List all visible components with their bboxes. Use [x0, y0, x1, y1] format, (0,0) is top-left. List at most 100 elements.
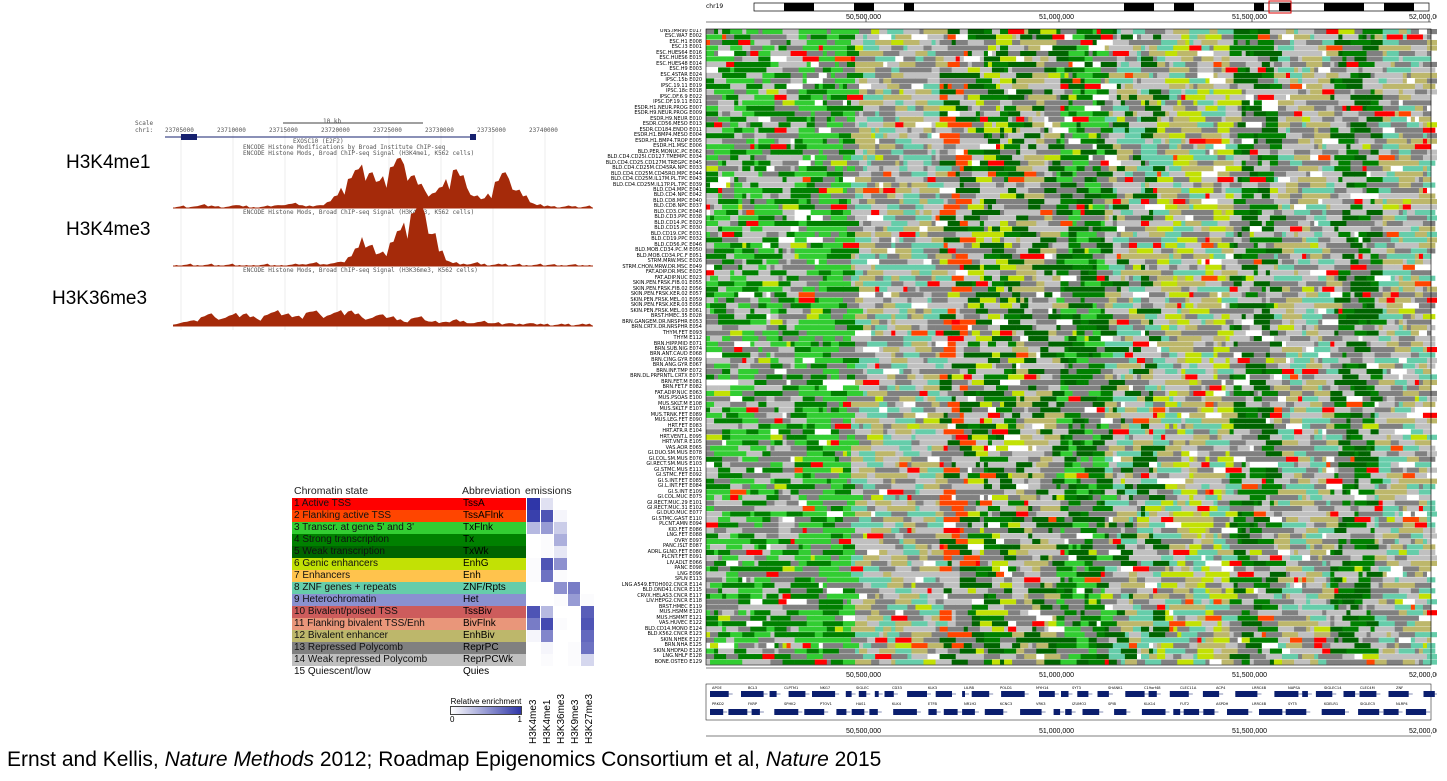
state-segment: [1128, 237, 1146, 243]
state-segment: [1257, 116, 1267, 122]
state-segment: [1000, 133, 1005, 139]
state-segment: [1012, 198, 1029, 205]
state-segment: [842, 242, 860, 248]
state-segment: [1193, 237, 1198, 243]
state-segment: [903, 149, 912, 155]
state-segment: [1298, 188, 1303, 194]
state-segment: [1060, 155, 1065, 161]
state-segment: [935, 39, 940, 46]
state-segment: [879, 144, 896, 150]
state-segment: [1281, 292, 1291, 298]
state-segment: [762, 149, 767, 155]
state-segment: [1112, 182, 1130, 188]
state-segment: [758, 231, 767, 237]
state-segment: [883, 226, 888, 232]
state-segment: [1418, 61, 1424, 68]
state-segment: [1024, 237, 1041, 243]
ideogram-band: [784, 3, 814, 11]
state-segment: [1318, 242, 1327, 248]
signal-track-h3k4me1: [173, 157, 593, 208]
state-segment: [935, 330, 944, 336]
state-segment: [778, 171, 795, 177]
state-segment: [822, 368, 840, 375]
state-segment: [770, 209, 783, 216]
state-segment: [1040, 29, 1057, 35]
state-segment: [996, 83, 1001, 89]
state-segment: [1398, 231, 1416, 237]
state-segment: [1068, 226, 1085, 232]
state-segment: [706, 204, 711, 210]
state-segment: [1265, 286, 1271, 292]
state-segment: [826, 188, 844, 194]
state-segment: [1334, 182, 1347, 188]
state-segment: [1112, 270, 1118, 276]
state-segment: [1088, 226, 1093, 232]
state-segment: [1318, 166, 1323, 172]
state-segment: [1145, 330, 1150, 336]
state-segment: [1277, 100, 1295, 106]
state-segment: [742, 100, 755, 106]
state-segment: [1286, 308, 1295, 314]
state-segment: [1241, 105, 1247, 111]
state-segment: [814, 83, 820, 89]
state-segment: [1116, 363, 1126, 369]
track-label-h3k36me3: H3K36me3: [52, 288, 148, 309]
state-segment: [1108, 94, 1118, 100]
state-segment: [830, 193, 844, 199]
state-segment: [1201, 379, 1210, 386]
state-segment: [1366, 281, 1371, 287]
state-segment: [1024, 122, 1033, 128]
state-segment: [1322, 89, 1335, 95]
state-segment: [883, 297, 892, 303]
state-segment: [750, 45, 755, 51]
state-segment: [786, 292, 799, 298]
state-segment: [1342, 105, 1347, 111]
state-segment: [1342, 374, 1359, 380]
state-segment: [1281, 204, 1291, 210]
state-segment: [730, 270, 735, 276]
state-segment: [1000, 275, 1009, 281]
state-segment: [887, 336, 896, 342]
state-segment: [923, 166, 928, 172]
state-segment: [1016, 297, 1021, 303]
state-segment: [794, 215, 807, 221]
state-segment: [1322, 357, 1339, 364]
state-segment: [822, 45, 832, 51]
state-segment: [911, 177, 920, 183]
state-segment: [1221, 259, 1238, 265]
state-segment: [1016, 188, 1025, 194]
state-segment: [726, 182, 731, 188]
state-segment: [1366, 368, 1383, 375]
state-segment: [1410, 61, 1420, 68]
state-segment: [911, 341, 916, 347]
state-segment: [855, 116, 868, 122]
state-segment: [1237, 303, 1255, 309]
state-segment: [1265, 177, 1275, 183]
state-segment: [1221, 116, 1226, 122]
state-segment: [1149, 368, 1154, 375]
state-segment: [1060, 374, 1069, 380]
state-segment: [1124, 215, 1142, 221]
state-segment: [955, 72, 965, 78]
state-segment: [1181, 34, 1190, 40]
state-segment: [1294, 34, 1311, 40]
state-segment: [1277, 105, 1287, 111]
state-segment: [1132, 325, 1146, 331]
state-segment: [1100, 281, 1114, 287]
state-segment: [1084, 67, 1102, 73]
state-segment: [1209, 193, 1226, 199]
state-segment: [859, 352, 876, 358]
state-segment: [718, 314, 735, 320]
state-segment: [983, 379, 1001, 386]
state-segment: [991, 193, 1001, 199]
state-segment: [1076, 357, 1089, 364]
state-segment: [1277, 204, 1283, 210]
state-segment: [1157, 29, 1166, 35]
emission-cell: [526, 630, 540, 642]
state-segment: [1096, 242, 1114, 248]
state-segment: [722, 34, 727, 40]
state-segment: [1322, 231, 1335, 237]
state-segment: [810, 374, 816, 380]
state-segment: [855, 368, 864, 375]
state-segment: [1016, 72, 1033, 78]
